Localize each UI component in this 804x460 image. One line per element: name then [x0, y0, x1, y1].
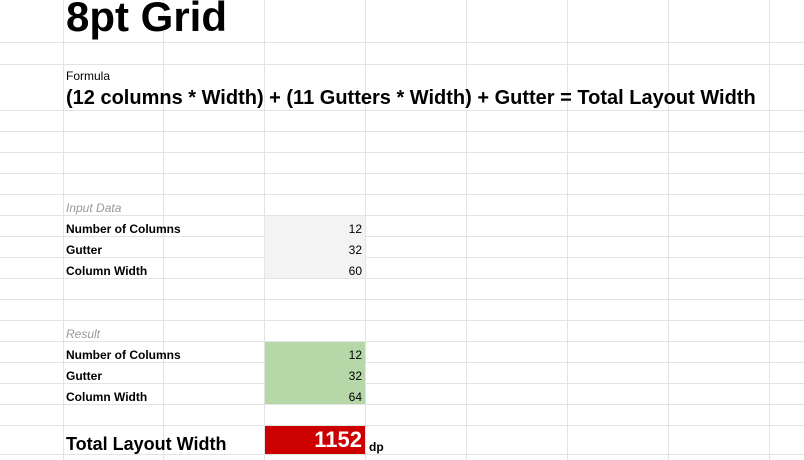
gridline-horizontal: [0, 362, 804, 363]
gridline-horizontal: [0, 131, 804, 132]
gridline-vertical: [466, 0, 467, 460]
gridline-horizontal: [0, 341, 804, 342]
result-cells-fill: [265, 342, 365, 404]
total-layout-width-value[interactable]: 1152: [314, 427, 362, 452]
result-label-gutter[interactable]: Gutter: [66, 369, 102, 383]
gridline-vertical: [769, 0, 770, 460]
formula-label[interactable]: Formula: [66, 69, 111, 83]
input-section-header[interactable]: Input Data: [66, 201, 122, 215]
formula-text[interactable]: (12 columns * Width) + (11 Gutters * Wid…: [66, 87, 756, 109]
sheet-title[interactable]: 8pt Grid: [66, 0, 228, 40]
input-label-columns[interactable]: Number of Columns: [66, 222, 181, 236]
gridline-horizontal: [0, 110, 804, 111]
gridline-horizontal: [0, 454, 804, 455]
gridline-horizontal: [0, 236, 804, 237]
input-cells-fill: [265, 216, 365, 278]
total-layout-width-label[interactable]: Total Layout Width: [66, 434, 227, 454]
input-label-gutter[interactable]: Gutter: [66, 243, 102, 257]
gridline-horizontal: [0, 42, 804, 43]
gridline-horizontal: [0, 278, 804, 279]
gridline-horizontal: [0, 425, 804, 426]
gridline-vertical: [668, 0, 669, 460]
gridline-horizontal: [0, 64, 804, 65]
gridline-horizontal: [0, 383, 804, 384]
total-cell-fill: [265, 426, 365, 454]
gridline-vertical: [63, 0, 64, 460]
result-value-column-width[interactable]: 64: [348, 390, 362, 404]
gridline-vertical: [264, 0, 265, 460]
result-value-gutter[interactable]: 32: [348, 369, 362, 383]
gridline-vertical: [163, 0, 164, 460]
result-label-columns[interactable]: Number of Columns: [66, 348, 181, 362]
gridline-horizontal: [0, 173, 804, 174]
input-value-column-width[interactable]: 60: [348, 264, 362, 278]
gridline-vertical: [365, 0, 366, 460]
total-unit-label[interactable]: dp: [369, 440, 384, 454]
gridline-horizontal: [0, 320, 804, 321]
result-label-column-width[interactable]: Column Width: [66, 390, 148, 404]
input-value-gutter[interactable]: 32: [348, 243, 362, 257]
input-label-column-width[interactable]: Column Width: [66, 264, 148, 278]
gridline-horizontal: [0, 257, 804, 258]
gridline-horizontal: [0, 152, 804, 153]
result-value-columns[interactable]: 12: [348, 348, 362, 362]
gridline-horizontal: [0, 215, 804, 216]
gridline-horizontal: [0, 404, 804, 405]
gridline-horizontal: [0, 194, 804, 195]
gridline-horizontal: [0, 299, 804, 300]
result-section-header[interactable]: Result: [66, 327, 101, 341]
gridline-vertical: [567, 0, 568, 460]
input-value-columns[interactable]: 12: [348, 222, 362, 236]
